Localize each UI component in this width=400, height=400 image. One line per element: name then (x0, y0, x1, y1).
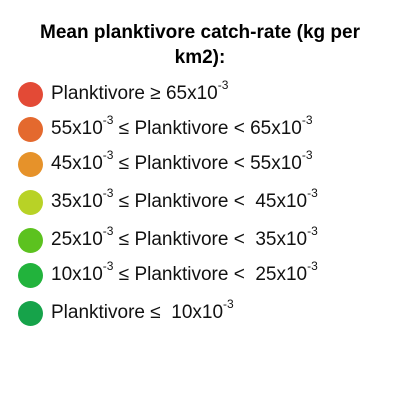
legend-swatch (18, 117, 43, 142)
legend-label: 45x10-3 ≤ Planktivore < 55x10-3 (51, 152, 313, 176)
label-text: ≤ Planktivore < 25x10 (113, 264, 307, 285)
label-text: 10x10 (51, 264, 103, 285)
label-text: ≤ Planktivore < 35x10 (113, 229, 307, 250)
legend-swatch (18, 152, 43, 177)
label-exponent: -3 (103, 259, 114, 273)
legend-label: 35x10-3 ≤ Planktivore < 45x10-3 (51, 190, 318, 214)
label-exponent: -3 (103, 224, 114, 238)
legend-item: 10x10-3 ≤ Planktivore < 25x10-3 (18, 260, 390, 290)
label-exponent: -3 (103, 186, 114, 200)
label-exponent: -3 (307, 224, 318, 238)
label-text: Planktivore ≤ 10x10 (51, 302, 223, 323)
legend-label: 25x10-3 ≤ Planktivore < 35x10-3 (51, 228, 318, 252)
legend-swatch (18, 228, 43, 253)
label-text: 45x10 (51, 153, 103, 174)
label-text: ≤ Planktivore < 65x10 (113, 118, 301, 139)
legend-label: 10x10-3 ≤ Planktivore < 25x10-3 (51, 263, 318, 287)
label-exponent: -3 (307, 186, 318, 200)
label-text: Planktivore ≥ 65x10 (51, 83, 218, 104)
legend-title: Mean planktivore catch-rate (kg per km2)… (14, 20, 386, 70)
label-exponent: -3 (103, 148, 114, 162)
legend-swatch (18, 301, 43, 326)
label-text: ≤ Planktivore < 45x10 (113, 191, 307, 212)
legend-label: 55x10-3 ≤ Planktivore < 65x10-3 (51, 117, 313, 141)
label-text: 35x10 (51, 191, 103, 212)
legend-item: 55x10-3 ≤ Planktivore < 65x10-3 (18, 114, 390, 144)
legend-label: Planktivore ≤ 10x10-3 (51, 301, 234, 325)
label-exponent: -3 (218, 78, 229, 92)
legend-swatch (18, 263, 43, 288)
legend-item: 35x10-3 ≤ Planktivore < 45x10-3 (18, 187, 390, 217)
label-text: 55x10 (51, 118, 103, 139)
legend-item: Planktivore ≤ 10x10-3 (18, 298, 390, 328)
legend-item: Planktivore ≥ 65x10-3 (18, 79, 390, 109)
legend-swatch (18, 82, 43, 107)
legend-swatch (18, 190, 43, 215)
label-exponent: -3 (307, 259, 318, 273)
label-exponent: -3 (103, 113, 114, 127)
label-text: 25x10 (51, 229, 103, 250)
legend-item: 25x10-3 ≤ Planktivore < 35x10-3 (18, 225, 390, 255)
label-exponent: -3 (302, 113, 313, 127)
label-exponent: -3 (223, 297, 234, 311)
legend-label: Planktivore ≥ 65x10-3 (51, 82, 228, 106)
label-text: ≤ Planktivore < 55x10 (113, 153, 301, 174)
label-exponent: -3 (302, 148, 313, 162)
legend-item: 45x10-3 ≤ Planktivore < 55x10-3 (18, 149, 390, 179)
